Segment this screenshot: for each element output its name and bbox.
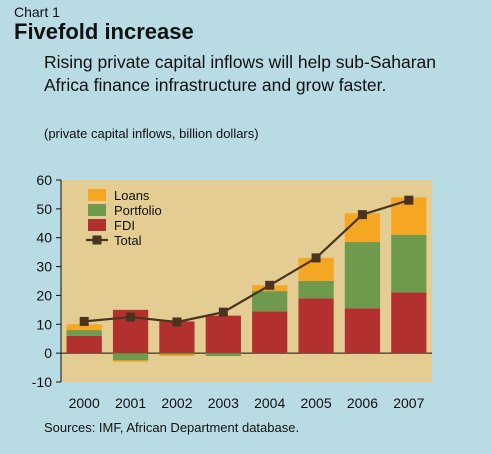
x-tick-label: 2004: [254, 395, 285, 411]
total-point: [357, 210, 367, 220]
chart-subtitle: Rising private capital inflows will help…: [44, 52, 436, 95]
y-tick-label: 50: [36, 201, 52, 217]
units-note: (private capital inflows, billion dollar…: [44, 126, 259, 141]
total-line: [84, 199, 410, 324]
legend-fdi-swatch: [88, 219, 106, 231]
total-point: [404, 195, 414, 205]
bar-portfolio: [391, 234, 427, 293]
legend-total-label: Total: [114, 233, 142, 248]
bar-loans: [66, 324, 102, 331]
chart-title: Fivefold increase: [14, 19, 194, 44]
bar-fdi: [391, 292, 427, 354]
legend-portfolio-label: Portfolio: [114, 203, 162, 218]
bar-fdi: [344, 308, 381, 354]
bar-portfolio: [298, 281, 334, 299]
y-tick-label: -10: [32, 374, 52, 390]
bar-fdi: [252, 311, 288, 354]
x-tick-label: 2001: [115, 395, 146, 411]
y-tick-label: 10: [36, 316, 52, 332]
x-tick-label: 2000: [69, 395, 100, 411]
total-point: [311, 253, 321, 263]
y-tick-label: 40: [36, 230, 52, 246]
total-point: [218, 307, 228, 317]
x-tick-label: 2003: [208, 395, 239, 411]
source-note: Sources: IMF, African Department databas…: [44, 420, 300, 435]
x-tick-label: 2006: [347, 395, 378, 411]
total-point: [79, 316, 89, 326]
y-tick-label: 20: [36, 287, 52, 303]
bar-portfolio: [252, 291, 288, 312]
total-point: [172, 317, 182, 327]
x-tick-label: 2002: [161, 395, 192, 411]
y-tick-label: 0: [44, 345, 52, 361]
bar-portfolio: [344, 242, 381, 309]
bar-portfolio: [66, 330, 102, 336]
total-point: [265, 280, 275, 290]
bar-loans: [159, 354, 195, 357]
legend-loans-label: Loans: [114, 188, 150, 203]
bar-portfolio: [112, 353, 149, 361]
legend-total-marker: [92, 235, 102, 245]
bar-loans: [112, 360, 149, 362]
total-point: [126, 312, 136, 322]
y-tick-label: 60: [36, 172, 52, 188]
bar-portfolio: [159, 353, 195, 355]
legend-fdi-label: FDI: [114, 218, 135, 233]
legend-portfolio-swatch: [88, 204, 106, 216]
bar-portfolio: [205, 353, 241, 357]
bar-fdi: [205, 315, 241, 354]
legend-loans-swatch: [88, 189, 106, 201]
x-tick-label: 2007: [393, 395, 424, 411]
bar-fdi: [298, 298, 334, 354]
y-tick-label: 30: [36, 259, 52, 275]
chart-number: Chart 1: [14, 4, 60, 20]
x-tick-label: 2005: [300, 395, 331, 411]
bar-fdi: [159, 321, 195, 354]
bar-fdi: [66, 335, 102, 354]
